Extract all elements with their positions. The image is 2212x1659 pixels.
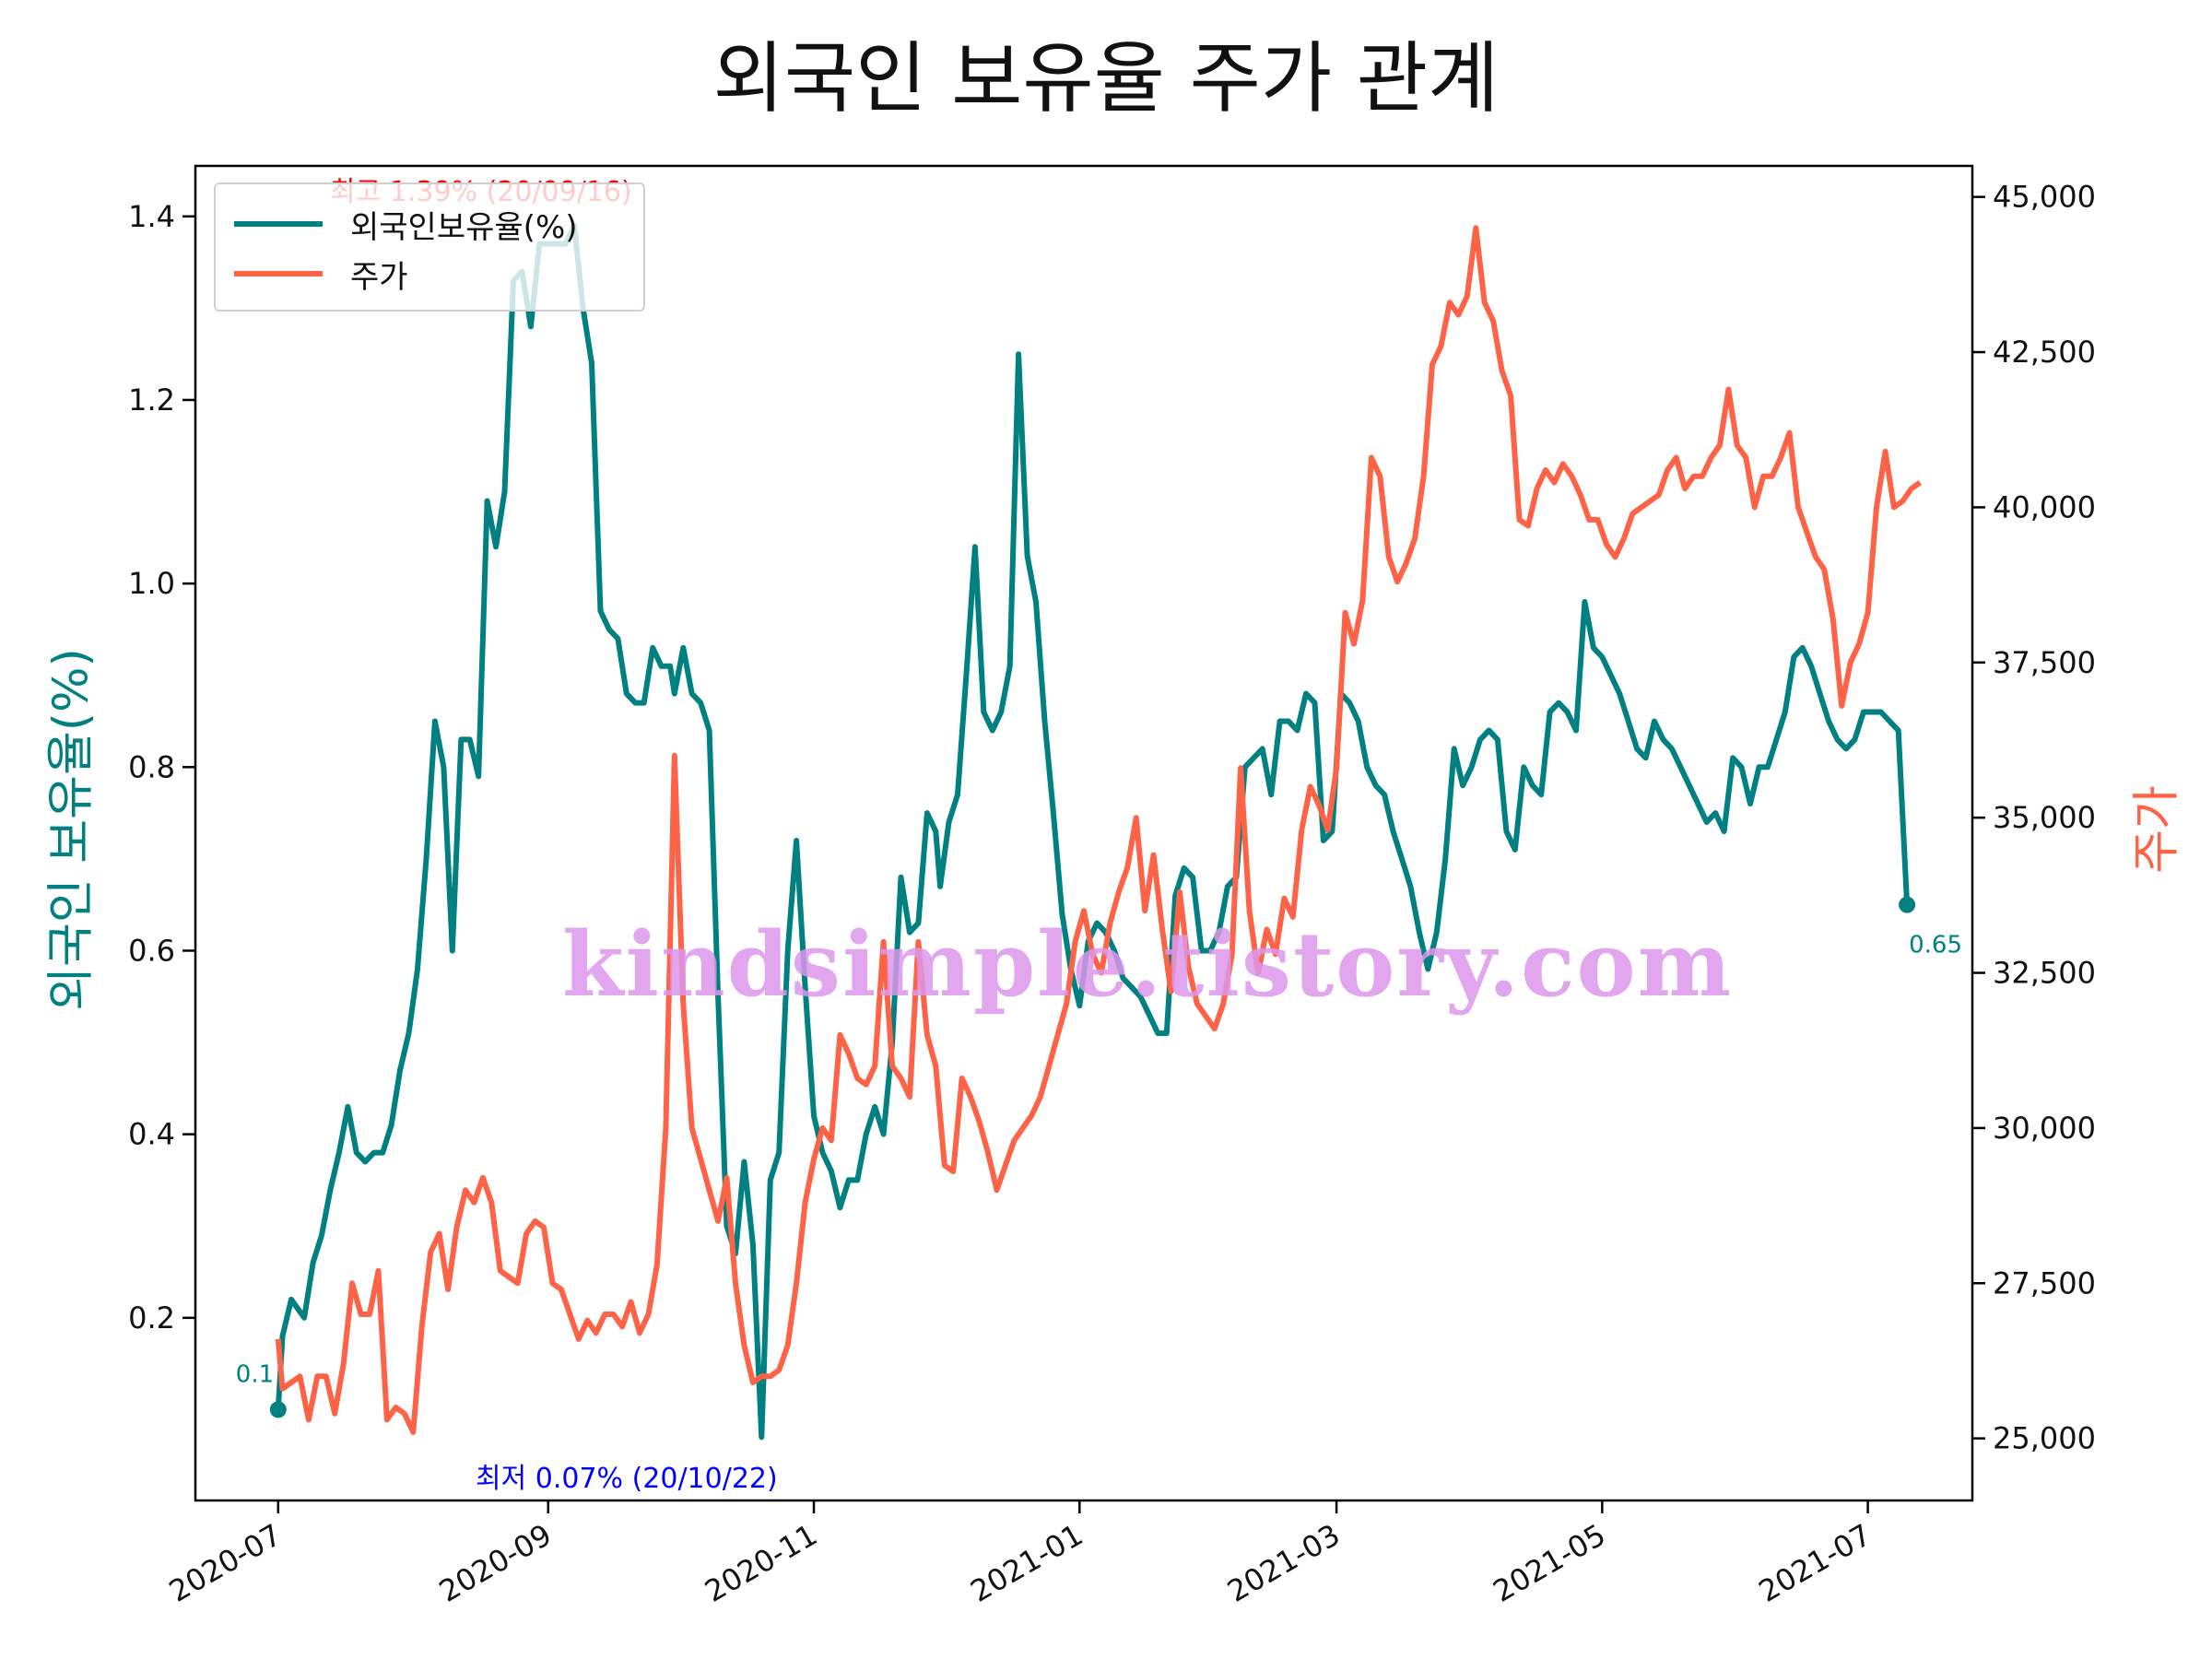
y-right-tick-label: 25,000 [1993, 1421, 2096, 1456]
legend: 외국인보유율(%) 주가 [214, 182, 645, 312]
end-value-label: 0.65 [1909, 932, 1962, 959]
x-tick-label: 2021-03 [1221, 1517, 1346, 1609]
x-tick-label: 2020-09 [433, 1517, 558, 1609]
x-tick-label: 2021-01 [964, 1517, 1088, 1609]
y-right-tick-label: 32,500 [1993, 956, 2096, 991]
y-axis-left: 0.2 0.4 0.6 0.8 1.0 1.2 1.4 [128, 199, 195, 1335]
end-point-marker [1899, 896, 1916, 913]
y-axis-left-label: 외국인 보유율(%) [43, 648, 100, 1011]
legend-entry-price: 주가 [234, 253, 408, 296]
y-left-tick-label: 0.6 [128, 933, 175, 968]
y-axis-right-label: 주가 [2129, 785, 2185, 874]
x-axis: 2020-07 2020-09 2020-11 2021-01 2021-03 2021-… [163, 1500, 1877, 1609]
y-right-tick-label: 42,500 [1993, 335, 2096, 370]
y-right-tick-label: 40,000 [1993, 489, 2096, 524]
y-right-tick-label: 45,000 [1993, 180, 2096, 215]
start-point-marker [269, 1401, 287, 1418]
series-line-stock-price [275, 225, 1923, 1435]
x-tick-label: 2021-07 [1753, 1517, 1877, 1609]
annotation-layer: 0.10.65최고 1.39% (20/09/16)최저 0.07% (20/1… [236, 176, 1962, 1495]
x-tick-label: 2021-05 [1488, 1517, 1612, 1609]
series-layer [275, 222, 1923, 1441]
y-right-tick-label: 27,500 [1993, 1265, 2096, 1300]
y-right-tick-label: 37,500 [1993, 645, 2096, 680]
legend-swatch-price [234, 271, 323, 276]
y-right-tick-label: 35,000 [1993, 800, 2096, 835]
y-left-tick-label: 0.8 [128, 749, 175, 784]
legend-label-foreign: 외국인보유율(%) [350, 208, 578, 246]
legend-swatch-foreign [234, 221, 323, 227]
y-axis-right: 25,000 27,500 30,000 32,500 35,000 37,500 40,0… [1972, 180, 2096, 1456]
start-value-label: 0.1 [236, 1360, 274, 1388]
y-left-tick-label: 1.0 [128, 566, 175, 601]
plot-area-border [194, 164, 1974, 1502]
y-right-tick-label: 30,000 [1993, 1111, 2096, 1146]
x-tick-label: 2020-11 [699, 1517, 823, 1609]
plot-frame [194, 164, 1974, 1502]
y-left-tick-label: 0.2 [128, 1300, 175, 1335]
y-left-tick-label: 1.4 [128, 199, 175, 234]
y-left-tick-label: 1.2 [128, 382, 175, 418]
x-tick-label: 2020-07 [163, 1517, 288, 1609]
y-left-tick-label: 0.4 [128, 1117, 175, 1152]
min-annotation: 최저 0.07% (20/10/22) [476, 1463, 778, 1495]
chart-title: 외국인 보유율 주가 관계 [712, 33, 1500, 124]
legend-label-price: 주가 [350, 258, 408, 296]
legend-entry-foreign: 외국인보유율(%) [234, 203, 578, 246]
